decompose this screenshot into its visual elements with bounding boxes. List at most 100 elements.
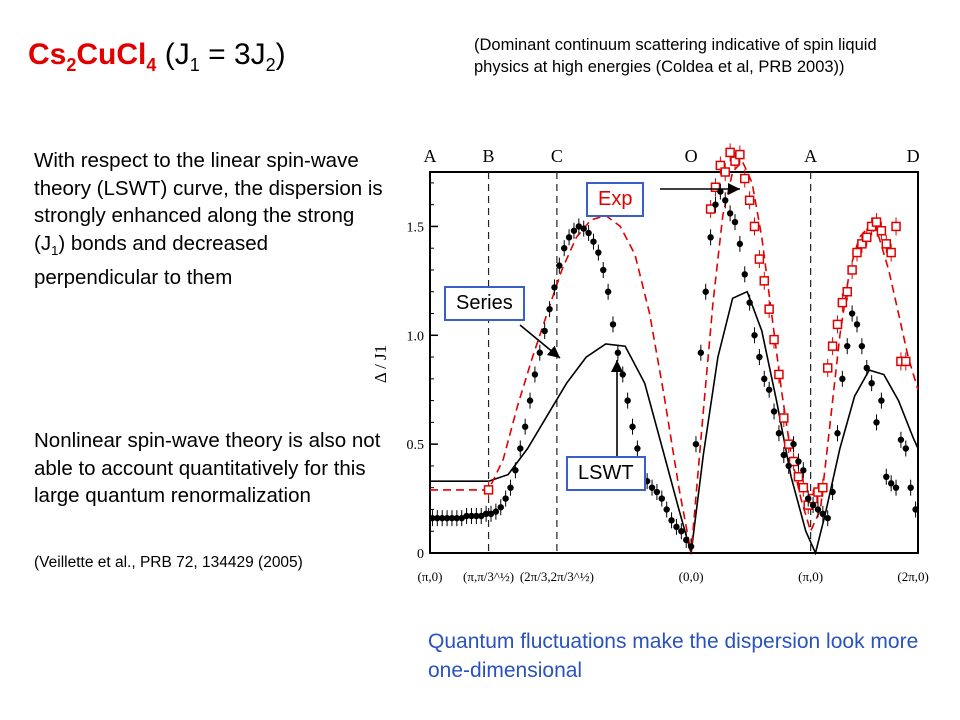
data-point (736, 240, 744, 248)
paragraph-subscript: 1 (51, 242, 59, 258)
data-point (692, 440, 700, 448)
data-point (756, 353, 763, 361)
exp-callout: Exp (586, 182, 645, 217)
data-point (717, 188, 724, 195)
exp-point (832, 319, 843, 330)
data-point (683, 536, 690, 544)
data-point (770, 408, 778, 415)
data-point (785, 462, 792, 470)
data-point (453, 514, 461, 522)
data-point (687, 543, 695, 550)
data-point (429, 514, 436, 522)
data-point (556, 262, 563, 269)
series-callout: Series (444, 286, 525, 321)
exp-point (818, 482, 828, 493)
data-point (824, 514, 831, 522)
data-point (648, 484, 656, 491)
top-point-label: A (424, 146, 437, 166)
exp-point (774, 369, 784, 380)
data-point (443, 514, 451, 522)
data-point (897, 436, 905, 443)
exp-point (891, 221, 901, 232)
coupling-part: ) (275, 38, 286, 71)
chart-frame (429, 171, 919, 554)
data-point (463, 512, 470, 520)
exp-point (759, 276, 770, 286)
bottom-point-label: (π,π/3^½) (463, 569, 514, 584)
data-point (780, 451, 787, 459)
exp-point (827, 341, 838, 351)
exp-point (725, 147, 735, 158)
exp-point (876, 226, 887, 236)
data-point (844, 342, 851, 350)
exp-point (837, 297, 848, 308)
data-point (731, 218, 739, 226)
exp-point (720, 167, 730, 177)
exp-point (881, 239, 892, 249)
formula-subscript: 2 (66, 55, 77, 75)
exp-point (857, 239, 867, 249)
coupling-part: = 3J (199, 38, 266, 71)
data-point (492, 508, 500, 515)
data-point (570, 227, 578, 234)
data-point (873, 419, 880, 426)
data-point (629, 423, 636, 430)
top-point-label: C (551, 146, 563, 166)
exp-point (847, 265, 857, 275)
lswt-comparison-paragraph: With respect to the linear spin-wave the… (34, 147, 384, 292)
series-curve (430, 159, 919, 554)
data-point (829, 488, 836, 496)
bottom-point-label: (2π/3,2π/3^½) (520, 569, 594, 584)
data-point (546, 305, 553, 313)
exp-point (842, 286, 852, 297)
data-point (848, 310, 856, 317)
continuum-note: (Dominant continuum scattering indicativ… (474, 36, 877, 76)
data-point (790, 440, 797, 448)
data-point (502, 495, 509, 502)
data-point (634, 445, 641, 452)
exp-point (901, 356, 911, 367)
data-point (809, 501, 817, 509)
bottom-point-label: (2π,0) (897, 569, 928, 584)
top-point-label: B (483, 146, 495, 166)
data-point (902, 445, 909, 452)
exp-point (852, 247, 862, 258)
lswt-callout: LSWT (566, 456, 646, 491)
data-point (712, 201, 719, 208)
lswt-arrow-head (611, 360, 623, 372)
series-arrow-head (546, 345, 560, 358)
data-point (697, 349, 705, 356)
dispersion-chart: 0 0.5 1.0 1.5 A B C O A D (π,0) (π,π/3^½) (2π/3,2π/… (371, 143, 929, 584)
data-point (907, 484, 914, 491)
bottom-point-label: (0,0) (679, 569, 704, 584)
exp-point (749, 221, 760, 232)
lswt-curve (430, 290, 919, 556)
data-point (678, 528, 685, 535)
exp-point (483, 485, 494, 495)
data-point (707, 234, 714, 241)
formula-part: Cs (28, 38, 67, 71)
y-tick-label: 0 (417, 547, 424, 562)
exp-point (862, 232, 872, 243)
data-point (853, 321, 861, 328)
data-point (536, 349, 543, 356)
coupling-subscript: 1 (189, 55, 200, 75)
exp-point (798, 482, 809, 493)
data-point (912, 506, 919, 513)
top-point-label: O (685, 146, 698, 166)
data-point (595, 249, 602, 256)
data-point (604, 288, 612, 295)
data-point (839, 375, 846, 383)
data-point (663, 506, 670, 513)
data-point (746, 299, 753, 306)
exp-point (793, 472, 804, 482)
data-point (800, 467, 807, 474)
data-point (614, 349, 622, 356)
coupling-ratio: (J1 = 3J2) (165, 38, 286, 75)
exp-point (754, 254, 765, 264)
top-point-label: D (907, 146, 920, 166)
y-tick-label: 1.5 (407, 220, 425, 235)
data-point (775, 430, 783, 437)
bottom-point-label: (π,0) (418, 569, 443, 584)
data-point (673, 523, 680, 531)
